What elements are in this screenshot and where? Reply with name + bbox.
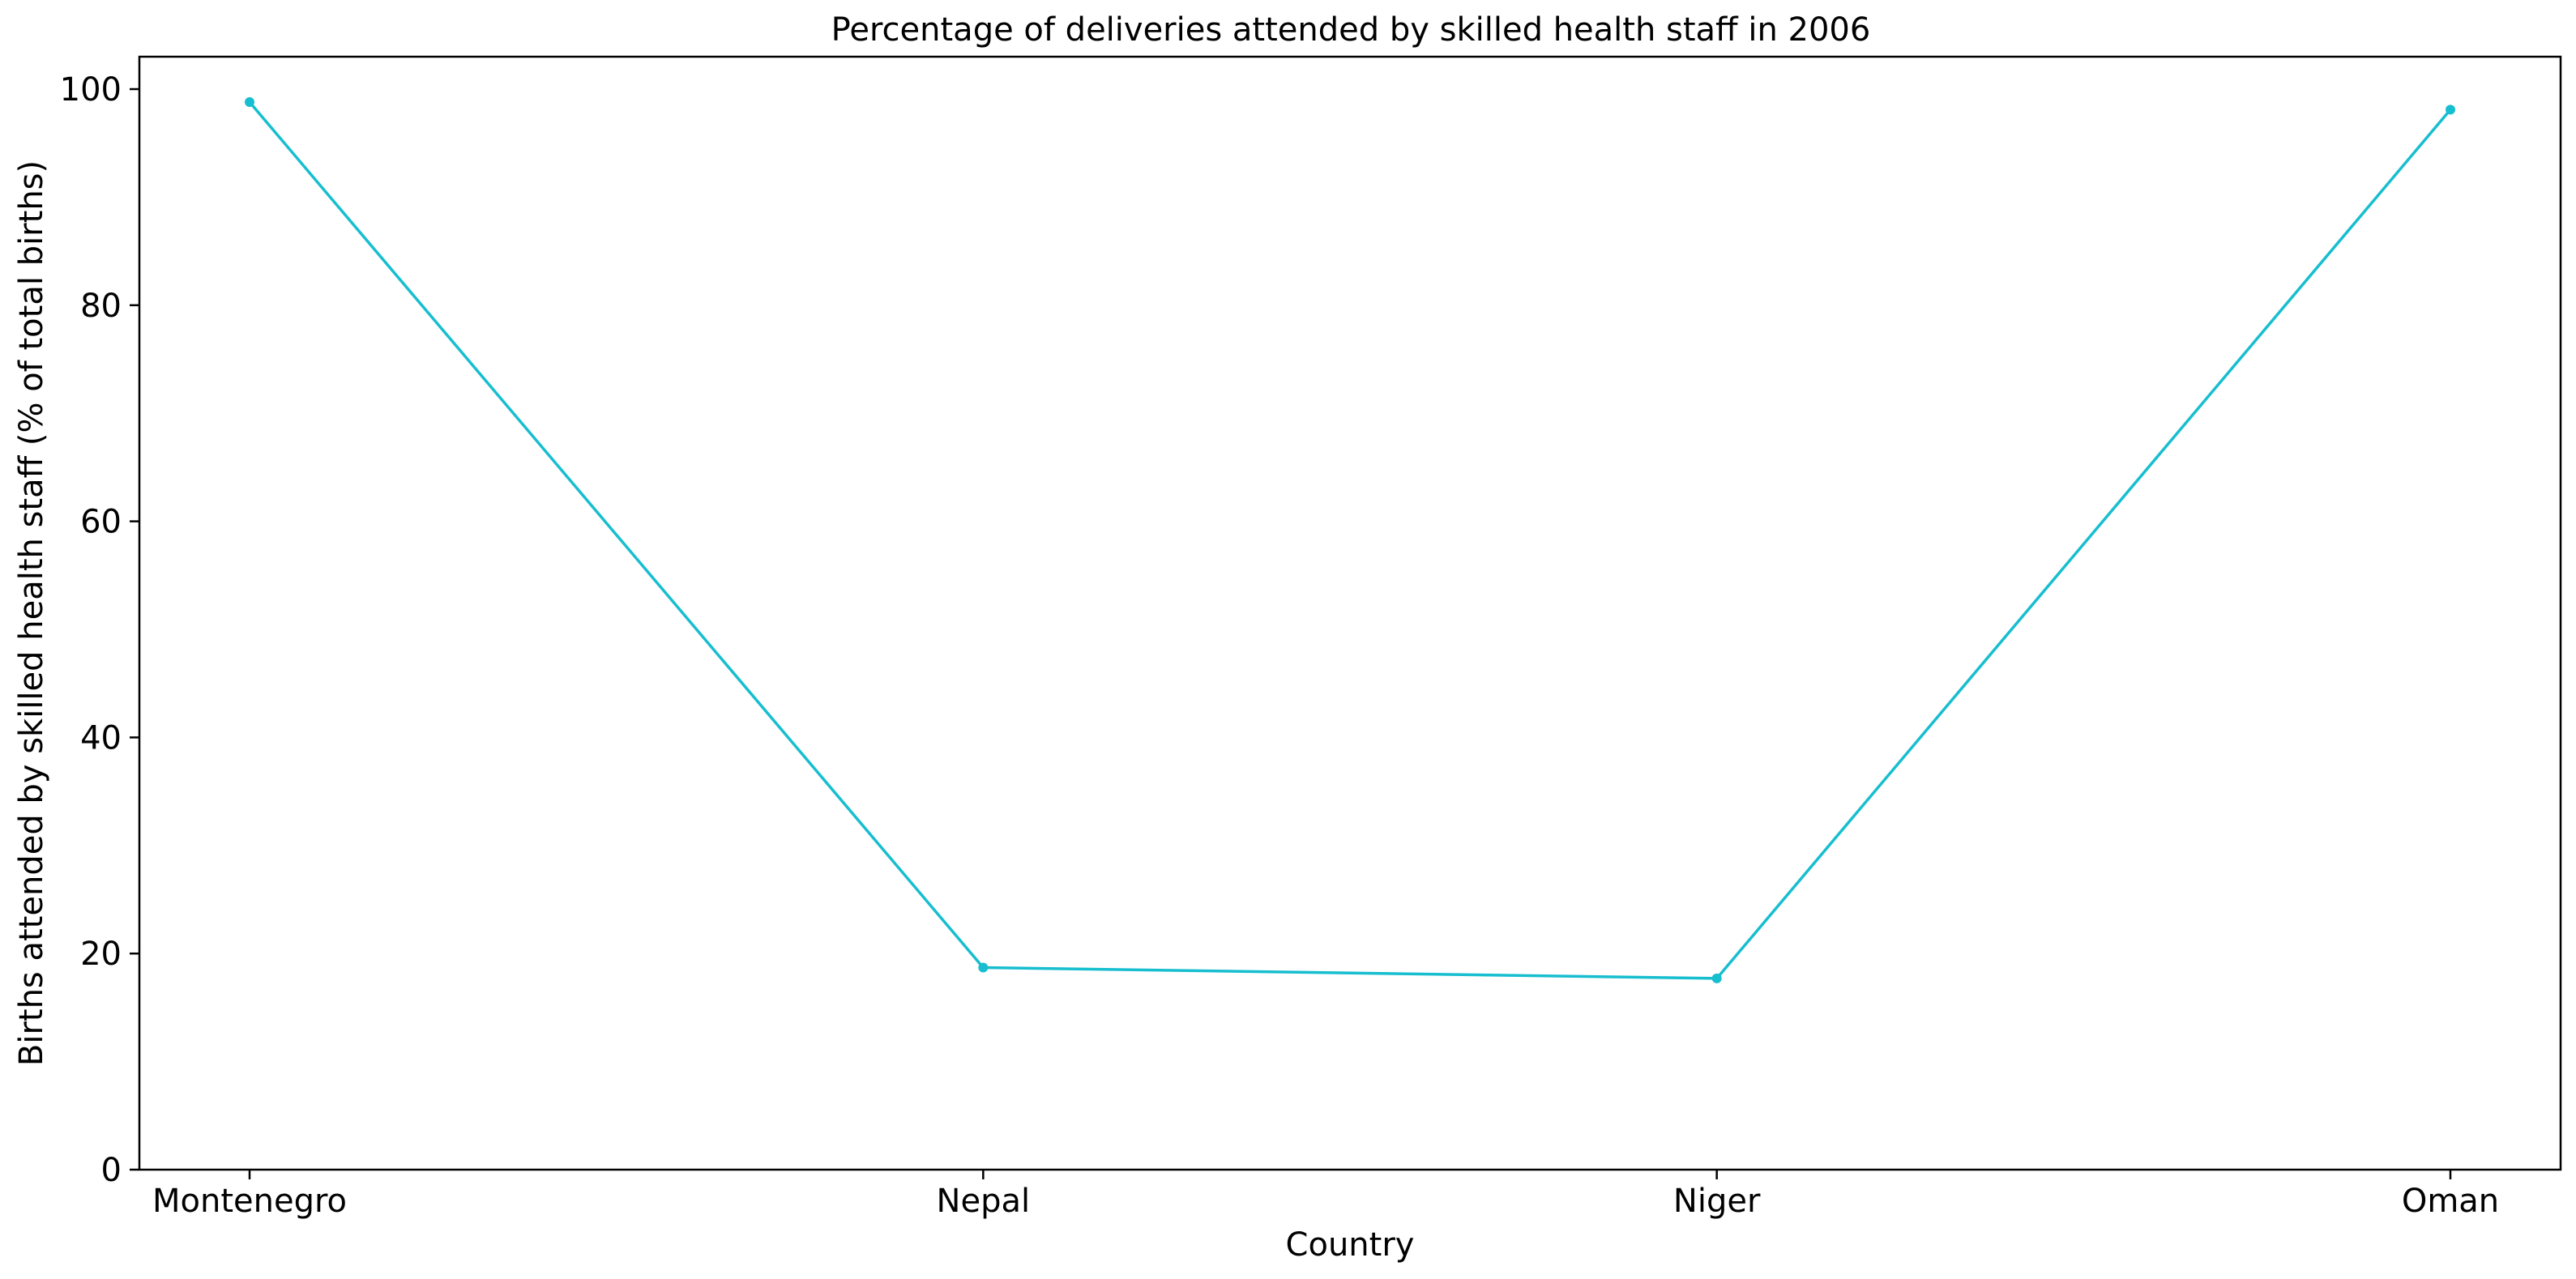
y-tick-label: 80 bbox=[80, 288, 122, 325]
x-tick-label: Oman bbox=[2402, 1183, 2499, 1220]
x-axis: Montenegro Nepal Niger Oman bbox=[152, 1170, 2499, 1220]
series-layer bbox=[245, 97, 2455, 983]
plot-area bbox=[138, 55, 2562, 1171]
data-point bbox=[1711, 973, 1722, 983]
y-tick-label: 100 bbox=[60, 71, 122, 109]
data-point bbox=[2446, 104, 2455, 115]
y-axis-label: Births attended by skilled health staff … bbox=[13, 160, 50, 1066]
x-axis-label: Country bbox=[1286, 1226, 1415, 1264]
chart-title: Percentage of deliveries attended by ski… bbox=[831, 11, 1871, 49]
x-tick-label: Nepal bbox=[937, 1183, 1031, 1220]
data-point bbox=[978, 962, 989, 973]
x-tick-label: Montenegro bbox=[152, 1183, 347, 1220]
y-tick-label: 0 bbox=[101, 1152, 122, 1189]
y-tick-label: 40 bbox=[80, 719, 122, 757]
y-tick-label: 60 bbox=[80, 504, 122, 541]
y-tick-label: 20 bbox=[80, 936, 122, 973]
data-point bbox=[245, 97, 254, 108]
series-line bbox=[248, 100, 2452, 980]
x-tick-label: Niger bbox=[1673, 1183, 1761, 1220]
y-axis: 0 20 40 60 80 100 bbox=[60, 71, 139, 1189]
